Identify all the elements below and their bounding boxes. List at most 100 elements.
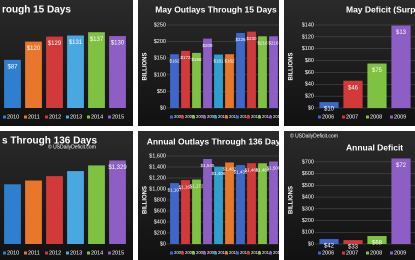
legend-swatch [203,115,206,119]
y-tick-label: $0 [308,105,314,111]
y-axis-label: BILLIONS [289,53,295,81]
legend-label: 2006 [322,114,334,120]
value-label: $13 [396,30,407,36]
y-tick-label: $60 [305,70,314,76]
legend-label: 2013 [251,114,261,119]
legend-swatch [342,115,345,119]
value-label: $162 [169,58,180,63]
bar [192,52,201,108]
value-label: $161 [213,59,224,64]
value-label: $230 [246,36,257,41]
chart: May Outlays Through 15 Days BILLIONS $0 $50… [143,4,279,119]
legend-swatch [390,251,393,255]
legend-label: 2014 [91,250,103,256]
chart-panel: May Deficit (Surp BILLIONS $0 $20 $40 $60 $80 $… [284,0,415,126]
legend-swatch [258,251,261,255]
value-label: $68 [372,241,383,247]
legend-label: 2013 [251,250,261,255]
bar [343,80,363,108]
value-label: $1,172 [190,184,204,189]
value-label: $130 [111,41,125,47]
legend-swatch [170,251,173,255]
value-label: $172 [180,55,191,60]
bar [88,165,105,244]
value-label: $1,406 [212,171,226,176]
legend-label: 2009 [207,250,217,255]
bar [192,179,201,244]
y-tick-label: $200 [302,218,314,224]
value-label: $162 [224,58,235,63]
legend-label: 2008 [370,114,382,120]
legend-label: 2010 [7,114,19,120]
legend-label: 2011 [28,250,40,256]
legend-label: 2011 [229,114,239,119]
chart: May Deficit (Surp BILLIONS $0 $20 $40 $60 $80 $… [289,4,415,120]
legend-swatch [170,115,173,119]
bar [225,54,234,108]
legend-label: 2010 [7,250,19,256]
bar [46,36,63,109]
legend-label: 2008 [196,250,206,255]
y-tick-label: $800 [154,197,166,203]
y-tick-label: $200 [154,39,166,45]
chart: s Through 136 Days© USDailyDeficit.com $1… [2,136,127,257]
value-label: $216 [257,40,268,45]
legend-label: 2015 [273,114,279,119]
watermark: © USDailyDeficit.com [290,132,338,139]
y-tick-label: $150 [154,56,166,62]
legend-swatch [342,251,345,255]
bar [203,159,212,244]
bar [367,63,387,108]
value-label: $1,468 [256,167,270,172]
legend-swatch [87,251,90,255]
chart-panel: May Outlays Through 15 Days BILLIONS $0 $50… [138,0,279,126]
value-label: $129 [48,41,62,47]
legend-swatch [318,251,321,255]
legend-swatch [87,115,90,119]
chart-title: Annual Outlays Through 136 Days [147,136,279,146]
chart: Annual Deficit © USDailyDeficit.com BILLIO… [289,132,415,256]
value-label: $1,435 [234,169,248,174]
legend-label: 2011 [229,250,239,255]
bar [4,184,21,244]
y-tick-label: $200 [154,230,166,236]
bar [109,160,126,244]
chart: Annual Outlays Through 136 DaysBILLIONS$… [143,136,279,255]
chart-panel: Annual Outlays Through 136 Days BILLIONS $… [138,131,279,260]
legend-swatch [192,251,195,255]
legend-swatch [225,115,228,119]
y-tick-label: $0 [160,241,166,247]
y-tick-label: $1,600 [149,153,166,159]
chart-panel: rough 15 Days $87 $120 $129 $131 $137 $130 2010… [0,0,133,126]
legend-swatch [45,251,48,255]
bar [247,31,256,108]
value-label: $216 [268,40,279,45]
bar [247,163,256,244]
legend-swatch [225,251,228,255]
legend-swatch [3,251,6,255]
legend-swatch [366,251,369,255]
legend-swatch [247,115,250,119]
value-label: $226 [235,37,246,42]
legend-swatch [181,251,184,255]
legend-swatch [45,115,48,119]
bar [214,54,223,108]
legend-label: 2012 [49,114,61,120]
legend-swatch [258,115,261,119]
y-tick-label: $100 [302,46,314,52]
bar [25,41,42,108]
chart: rough 15 Days $87 $120 $129 $131 $137 $130 2010… [2,5,126,120]
legend-label: 2007 [346,114,358,120]
chart-panel: s Through 136 Days © USDailyDeficit.com $1… [0,131,133,260]
value-label: $137 [90,37,104,43]
y-tick-label: $1,000 [149,186,166,192]
chart-title: May Deficit (Surp [346,4,415,14]
legend-swatch [192,115,195,119]
legend-swatch [108,115,111,119]
bar [181,50,190,108]
legend-label: 2007 [185,114,195,119]
value-label: $1,545 [201,163,215,168]
bar [258,36,267,109]
bar [109,36,126,108]
bar [225,162,234,244]
